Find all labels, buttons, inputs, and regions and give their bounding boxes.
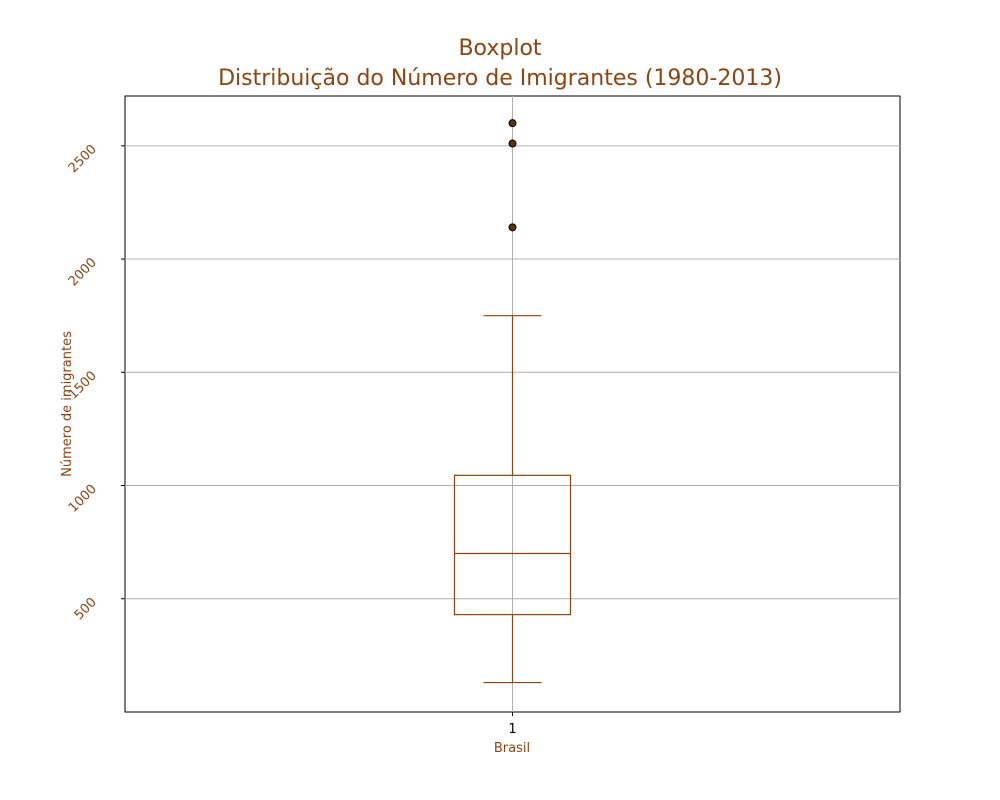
outlier-point: [508, 223, 517, 232]
outlier-point: [508, 119, 517, 128]
box-iqr: [453, 474, 572, 616]
chart-title: Boxplot: [458, 36, 542, 61]
y-tick-label: 500: [72, 595, 100, 623]
y-tick-label: 2000: [66, 255, 100, 289]
chart-subtitle: Distribuição do Número de Imigrantes (19…: [218, 66, 782, 91]
x-tick-label: 1: [508, 722, 516, 737]
x-axis-label: Brasil: [494, 741, 530, 756]
y-axis-label: Número de imigrantes: [60, 331, 75, 477]
box-layer: [453, 119, 572, 684]
y-tick-label: 2500: [66, 142, 100, 176]
outlier-point: [508, 139, 517, 148]
y-tick-label: 1000: [66, 482, 100, 516]
